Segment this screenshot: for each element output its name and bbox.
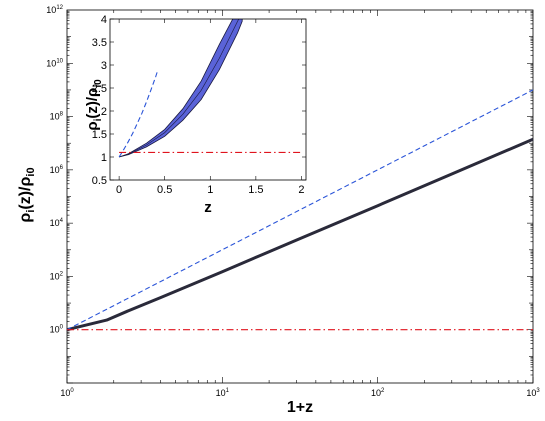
inset-x-tick-label: 1 xyxy=(207,184,213,196)
main-x-tick-base: 10 xyxy=(526,388,536,398)
main-x-tick-exp: 1 xyxy=(226,388,230,394)
main-series-dashed-line xyxy=(66,89,534,331)
main-x-tick-base: 10 xyxy=(60,388,70,398)
inset-y-title-sub-i0: i0 xyxy=(93,79,104,88)
main-y-tick-exp: 4 xyxy=(60,218,64,224)
main-y-tick-label: 100 xyxy=(50,325,64,335)
main-y-tick-base: 10 xyxy=(50,218,60,228)
main-y-tick-exp: 8 xyxy=(60,112,64,118)
inset-plot: 0 0.5 1 1.5 2 0.5 1 1.5 2 2.5 3 3.5 4 z ρi(z)/ρi0 xyxy=(84,14,307,216)
main-x-tick-label: 101 xyxy=(216,388,230,398)
main-y-tick-label: 1010 xyxy=(46,58,63,68)
inset-y-tick-label: 0.5 xyxy=(92,175,107,187)
main-y-tick-exp: 6 xyxy=(60,165,64,171)
main-y-tick-base: 10 xyxy=(50,271,60,281)
inset-x-tick-label: 1.5 xyxy=(248,184,263,196)
inset-x-tick-label: 0.5 xyxy=(157,184,172,196)
inset-y-axis-title: ρi(z)/ρi0 xyxy=(84,79,104,131)
inset-x-tick-label: 2 xyxy=(298,184,304,196)
main-y-tick-label: 104 xyxy=(50,218,64,228)
main-y-tick-base: 10 xyxy=(46,5,56,15)
inset-y-tick-label: 1 xyxy=(101,152,107,164)
inset-y-tick-label: 2 xyxy=(101,106,107,118)
main-series xyxy=(66,89,534,332)
inset-y-tick-label: 3 xyxy=(101,60,107,72)
main-y-tick-label: 102 xyxy=(50,271,64,281)
inset-ticks xyxy=(110,18,306,181)
main-ticks xyxy=(66,10,534,384)
inset-y-title-sub-i: i xyxy=(93,118,104,121)
main-x-tick-base: 10 xyxy=(371,388,381,398)
main-y-title-mid: (z)/ρ xyxy=(17,177,34,210)
inset-y-tick-label: 3.5 xyxy=(92,37,107,49)
main-y-title-sub-i0: i0 xyxy=(25,167,37,176)
inset-y-tick-label: 1.5 xyxy=(92,129,107,141)
main-x-tick-label: 100 xyxy=(60,388,74,398)
inset-y-tick-label: 4 xyxy=(101,14,107,26)
inset-band-center-line xyxy=(119,19,240,158)
inset-x-axis-title: z xyxy=(204,199,212,216)
main-y-tick-exp: 0 xyxy=(60,325,64,331)
main-x-tick-label: 103 xyxy=(526,388,540,398)
main-y-tick-exp: 10 xyxy=(56,58,63,64)
main-x-tick-exp: 0 xyxy=(70,388,74,394)
inset-plot-frame xyxy=(109,18,307,181)
main-y-tick-label: 1012 xyxy=(46,5,63,15)
main-y-tick-label: 108 xyxy=(50,112,64,122)
main-y-tick-exp: 2 xyxy=(60,271,64,277)
main-x-tick-exp: 3 xyxy=(536,388,540,394)
main-y-axis-title: ρi(z)/ρi0 xyxy=(17,167,37,222)
main-x-tick-exp: 2 xyxy=(381,388,385,394)
inset-y-title-mid: (z)/ρ xyxy=(84,88,101,119)
main-x-tick-base: 10 xyxy=(216,388,226,398)
main-y-title-sub-i: i xyxy=(25,210,37,213)
main-y-tick-base: 10 xyxy=(50,165,60,175)
main-y-tick-label: 106 xyxy=(50,165,64,175)
main-y-title-rho: ρ xyxy=(17,213,34,223)
inset-plot-background xyxy=(110,19,306,180)
main-y-tick-base: 10 xyxy=(50,325,60,335)
main-y-tick-base: 10 xyxy=(50,112,60,122)
inset-series-dashed-line xyxy=(118,71,158,158)
inset-uncertainty-band xyxy=(118,19,243,158)
inset-y-title-rho: ρ xyxy=(84,121,101,130)
inset-y-tick-label: 2.5 xyxy=(92,83,107,95)
main-series-solid-thick-line xyxy=(66,137,534,332)
main-x-tick-label: 102 xyxy=(371,388,385,398)
main-x-axis-title: 1+z xyxy=(287,399,313,416)
inset-tick-labels: 0 0.5 1 1.5 2 0.5 1 1.5 2 2.5 3 3.5 4 xyxy=(92,14,305,196)
inset-x-tick-label: 0 xyxy=(116,184,122,196)
main-y-tick-exp: 12 xyxy=(56,5,63,11)
main-y-tick-base: 10 xyxy=(46,58,56,68)
inset-content xyxy=(118,19,302,158)
